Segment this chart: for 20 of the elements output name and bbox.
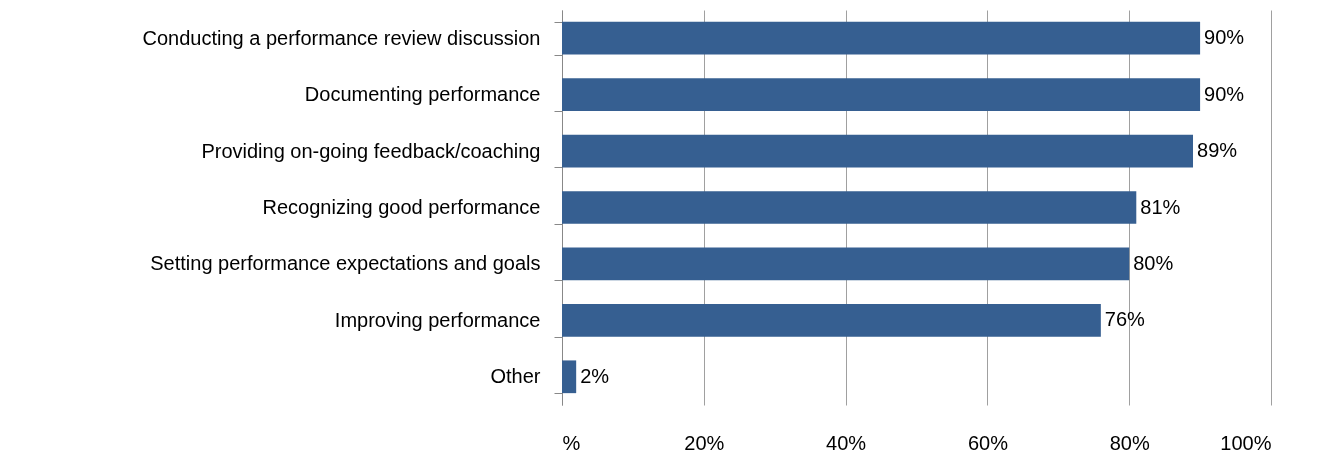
data-label: 89% bbox=[1197, 139, 1238, 162]
y-tick-label: Documenting performance bbox=[304, 83, 541, 106]
y-tick-label: Providing on-going feedback/coaching bbox=[201, 139, 541, 162]
x-tick-label: 60% bbox=[967, 431, 1009, 454]
data-label: 90% bbox=[1204, 82, 1245, 105]
data-label: 76% bbox=[1104, 308, 1146, 331]
x-tick-label: 100% bbox=[1220, 431, 1272, 454]
data-label: 80% bbox=[1133, 251, 1174, 274]
y-tick-label: Conducting a performance review discussion bbox=[142, 26, 541, 49]
y-tick-label: Improving performance bbox=[334, 308, 541, 331]
x-tick-label: 20% bbox=[684, 431, 725, 454]
data-label: 2% bbox=[580, 364, 610, 387]
data-label: 90% bbox=[1204, 26, 1245, 49]
y-tick-label: Recognizing good performance bbox=[262, 196, 541, 218]
y-tick-label: Setting performance expectations and goals bbox=[150, 252, 541, 275]
x-tick-label: 80% bbox=[1109, 431, 1150, 454]
data-label: 81% bbox=[1140, 195, 1181, 218]
x-tick-label: 40% bbox=[826, 431, 867, 454]
y-tick-label: Other bbox=[490, 365, 541, 388]
x-tick-label: % bbox=[562, 431, 581, 454]
